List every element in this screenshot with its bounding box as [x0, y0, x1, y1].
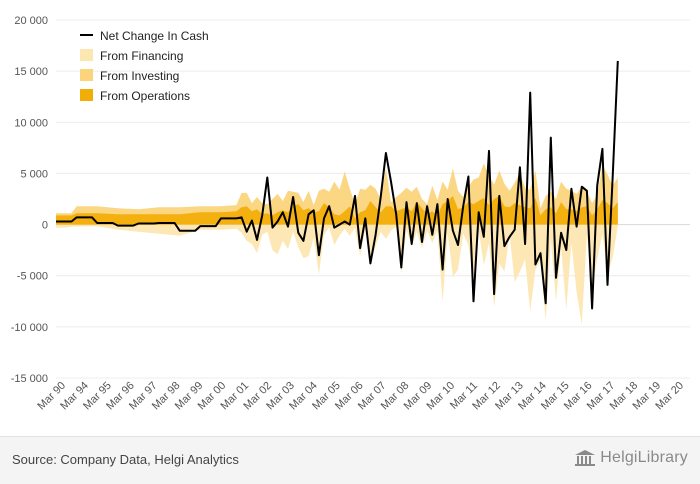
chart-footer: Source: Company Data, Helgi Analytics He…	[0, 436, 700, 484]
chart-legend: Net Change In Cash From Financing From Inv…	[80, 29, 209, 103]
legend-label: Net Change In Cash	[100, 29, 209, 43]
source-text: Source: Company Data, Helgi Analytics	[12, 452, 239, 467]
y-axis: -15 000 -10 000 -5 000 0 5 000 10 000 15 000 20…	[11, 15, 48, 385]
brand-name: HelgiLibrary	[600, 449, 688, 466]
area-from-operations	[56, 195, 618, 225]
y-tick-label: 10 000	[14, 117, 48, 129]
y-tick-label: 15 000	[14, 66, 48, 78]
y-tick-label: -5 000	[17, 271, 48, 283]
legend-label: From Financing	[100, 49, 183, 63]
y-tick-label: 0	[42, 220, 48, 232]
legend-swatch	[80, 49, 93, 61]
library-building-icon	[575, 450, 596, 466]
line-net-change-in-cash	[56, 60, 619, 310]
line-series	[56, 60, 619, 310]
brand-logo[interactable]: HelgiLibrary	[574, 449, 688, 467]
legend-label: From Operations	[100, 89, 190, 103]
y-tick-label: 5 000	[20, 168, 48, 180]
y-tick-label: -10 000	[11, 322, 48, 334]
area-from-financing	[56, 224, 618, 325]
legend-swatch	[80, 89, 93, 101]
y-tick-label: -15 000	[11, 373, 48, 385]
y-tick-label: 20 000	[14, 15, 48, 27]
legend-swatch	[80, 69, 93, 81]
legend-label: From Investing	[100, 69, 179, 83]
